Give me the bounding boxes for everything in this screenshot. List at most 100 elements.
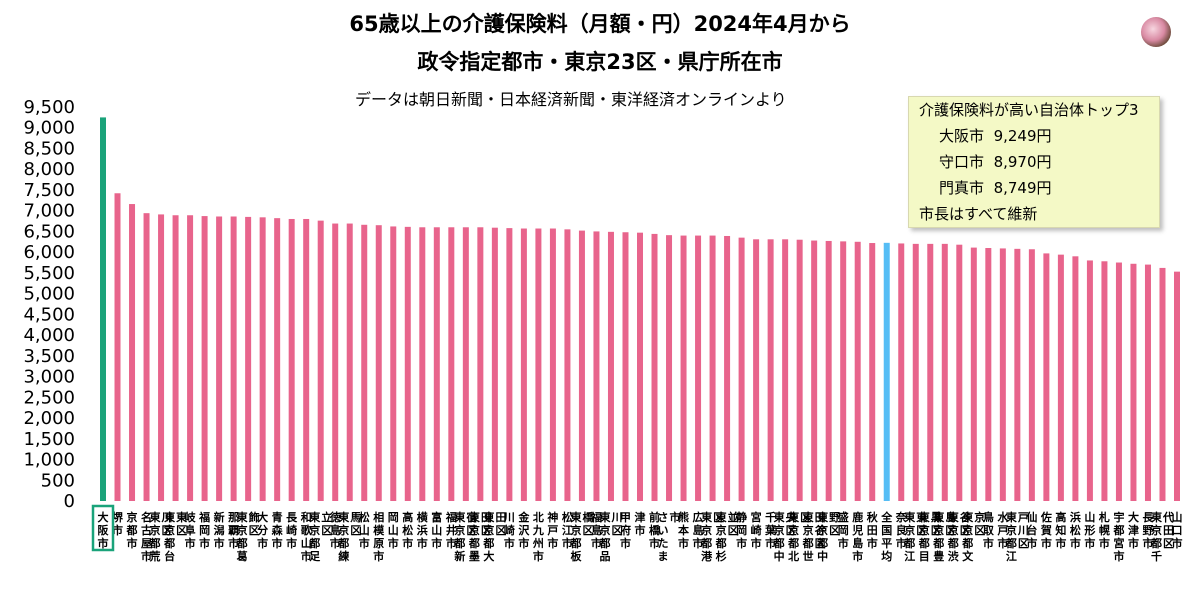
x-tick-label: 山形市 [1084,510,1095,550]
x-tick-label-column: 秋田市 [867,510,879,550]
x-tick-label-column: 長野市 [1142,511,1154,550]
y-tick-label: 1,000 [23,450,75,471]
x-tick-label-column: 島区 [945,510,956,537]
bar [245,216,252,501]
y-tick-label: 3,500 [23,346,75,367]
x-tick-label-column: 高知市 [1054,510,1066,550]
bar [898,243,905,501]
flower-photo-icon [1141,17,1171,47]
x-tick-label: 福井市 [445,510,457,550]
x-tick-label-column: 金沢市 [517,510,530,550]
info-box-heading: 介護保険料が高い自治体トップ3 [919,101,1139,119]
x-tick-label-column: 東京都港 [700,510,713,563]
x-tick-label-column: 大津市 [1128,510,1139,550]
bar [1159,267,1166,501]
x-tick-label-column: 浜松市 [1070,510,1081,550]
x-tick-label-column: 福島市 [590,510,602,550]
x-tick-label: 岐阜市 [185,510,197,550]
x-tick-label-column: 東京都世 [802,510,815,563]
x-tick-label-column: 前橋市 [649,510,661,550]
bar [1086,260,1093,501]
x-tick-label-column: 千葉市 [764,510,777,550]
x-tick-label: 奈良市 [895,510,908,550]
bar [796,239,803,501]
x-tick-label-column: 北九州市 [532,510,544,563]
bar [927,243,934,501]
x-tick-label: 那覇市 [228,511,239,550]
x-tick-label-column: 津市 [635,510,646,537]
x-tick-label: 秋田市 [867,510,879,550]
info-box-item-value: 8,970円 [993,153,1052,171]
bar [361,224,368,501]
x-tick-label-column: 松山市 [359,510,370,550]
x-tick-label-column: 川区 [161,511,173,537]
bar [317,220,324,502]
x-tick-label-column: 静岡市 [736,510,747,550]
chart-title-line2: 政令指定都市・東京23区・県庁所在市 [417,50,783,74]
y-tick-label: 5,000 [23,284,75,305]
bar [738,237,745,502]
x-tick-label-column: 全国平均 [880,510,893,563]
x-tick-label-column: 仙台市 [1026,510,1037,550]
x-tick-label-column: 山形市 [1084,510,1095,550]
x-tick-label-column: 甲府市 [620,511,631,550]
bar [1144,264,1151,501]
info-box-item-name: 門真市 [939,179,985,197]
y-tick-label: 9,000 [23,118,75,139]
x-tick-label: 長崎市 [286,511,298,550]
y-axis: 9,5009,0008,5008,0007,5007,0006,5006,000… [23,97,75,512]
bar [912,243,919,501]
bars [100,117,1180,502]
y-tick-label: 4,000 [23,325,75,346]
x-tick-label-column: 川崎市 [503,511,515,550]
x-tick-label-column: 区 [800,511,811,524]
x-tick-label-column: 神戸市 [547,510,558,550]
bar [811,240,818,501]
bar [1028,249,1035,501]
x-tick-label: 長野市 [1142,511,1154,550]
x-tick-label: 福島市 [590,510,602,550]
x-tick-label-column: 黒区 [931,511,942,537]
x-tick-label-column: 立区 [321,510,332,537]
info-box-item-1: 大阪市 9,249円 [919,123,1159,149]
x-tick-label-column: 馬区 [350,511,361,537]
x-tick-label: 金沢市 [517,510,530,550]
x-tick-label-column: 田谷区 [815,511,827,550]
x-tick-label-column: 熊本市 [678,510,689,550]
x-tick-label-column: 東京都杉 [715,510,728,563]
x-tick-label-column: 東京都荒 [149,510,162,563]
y-tick-label: 1,500 [23,429,75,450]
x-tick-label: 福岡市 [198,510,210,550]
bar [506,228,513,502]
x-axis-labels: 大阪市堺市京都市名古屋市東京都荒川区東京都台東区岐阜市福岡市新潟市那覇市東京都葛… [98,510,1183,563]
x-tick-label-column: 那覇市 [228,511,239,550]
x-tick-label-column: 青森市 [272,510,284,550]
x-tick-label-column: 東京都新 [453,510,466,563]
x-tick-label-column: 東京都渋 [947,510,960,563]
bar [637,232,643,501]
y-tick-label: 3,000 [23,367,75,388]
info-box-item-name: 守口市 [939,153,985,171]
x-tick-label-column: 田区 [481,511,492,537]
bar [303,218,310,501]
x-tick-label: 和歌山市 [301,510,313,563]
y-tick-label: 8,000 [23,159,75,180]
bar [433,227,440,501]
x-tick-label-column: 川区 [610,511,622,537]
bar [216,216,223,501]
x-tick-label: 北九州市 [532,510,544,563]
x-tick-label-column: 鹿児島市 [851,510,863,563]
x-tick-label-column: 区 [713,511,724,524]
